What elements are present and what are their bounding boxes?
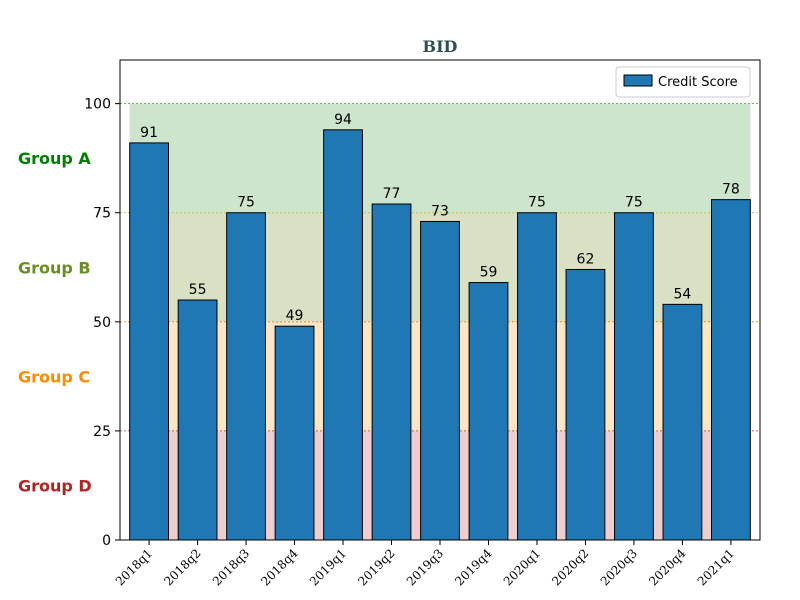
data-label-2020q3: 75: [625, 195, 643, 211]
x-tick-label-2019q3: 2019q3: [404, 546, 446, 588]
data-label-2018q2: 55: [189, 282, 207, 298]
y-tick-label-75: 75: [93, 206, 111, 222]
y-tick-label-25: 25: [93, 424, 111, 440]
data-label-2018q1: 91: [140, 125, 158, 141]
bar-2019q1: [323, 129, 363, 541]
chart-title: BID: [423, 37, 458, 56]
data-label-2019q1: 94: [334, 112, 352, 128]
band-group-a: [129, 103, 751, 213]
bar-2020q1: [517, 212, 557, 541]
bar-2020q3: [614, 212, 654, 541]
bar-2018q4: [274, 325, 315, 541]
bar-2019q4: [468, 282, 509, 541]
y-tick-label-0: 0: [102, 533, 111, 549]
group-label-group-c: Group C: [18, 367, 90, 386]
y-tick-label-50: 50: [93, 315, 111, 331]
x-tick-label-2018q1: 2018q1: [113, 546, 155, 588]
data-label-2020q4: 54: [674, 286, 692, 302]
x-tick-label-2018q2: 2018q2: [161, 546, 203, 588]
x-tick-label-2020q1: 2020q1: [501, 546, 543, 588]
data-label-2019q2: 77: [383, 186, 401, 202]
x-tick-label-2018q4: 2018q4: [258, 546, 301, 589]
x-axis: 2018q1 2018q2 2018q3 2018q4 2019q1 2019q2 2019…: [113, 540, 737, 589]
data-label-2021q1: 78: [722, 182, 740, 198]
bar-2018q3: [226, 212, 266, 541]
x-tick-label-2021q1: 2021q1: [695, 546, 737, 588]
group-label-group-a: Group A: [18, 149, 91, 168]
group-label-group-b: Group B: [18, 258, 91, 277]
x-tick-label-2019q1: 2019q1: [307, 546, 349, 588]
data-label-2018q3: 75: [237, 195, 255, 211]
group-label-group-d: Group D: [18, 476, 92, 495]
legend-swatch: [623, 74, 653, 87]
y-tick-label-100: 100: [84, 97, 111, 113]
bar-2020q2: [565, 268, 606, 541]
data-label-2018q4: 49: [286, 308, 304, 324]
bar-2018q2: [177, 299, 218, 541]
bar-2019q3: [420, 220, 460, 541]
x-tick-label-2019q4: 2019q4: [452, 546, 495, 589]
x-tick-label-2019q2: 2019q2: [355, 546, 397, 588]
bar-2020q4: [662, 303, 703, 541]
legend: Credit Score: [615, 66, 751, 98]
legend-label: Credit Score: [658, 75, 738, 90]
bar-2019q2: [371, 203, 412, 541]
y-axis: 0 25 50 75 100: [84, 97, 120, 549]
x-tick-label-2020q2: 2020q2: [549, 546, 591, 588]
group-labels: Group A Group B Group C Group D: [18, 149, 92, 495]
data-label-2020q2: 62: [577, 251, 595, 267]
x-tick-label-2020q4: 2020q4: [646, 546, 689, 589]
bars: [129, 129, 751, 541]
bar-2021q1: [711, 199, 751, 541]
data-label-2019q3: 73: [431, 203, 449, 219]
bar-2018q1: [129, 142, 169, 541]
data-label-2020q1: 75: [528, 195, 546, 211]
x-tick-label-2020q3: 2020q3: [598, 546, 640, 588]
data-labels: 91 55 75 49 94 77 73 59 75 62 75 54 78: [140, 112, 740, 324]
x-tick-label-2018q3: 2018q3: [210, 546, 252, 588]
data-label-2019q4: 59: [480, 265, 498, 281]
